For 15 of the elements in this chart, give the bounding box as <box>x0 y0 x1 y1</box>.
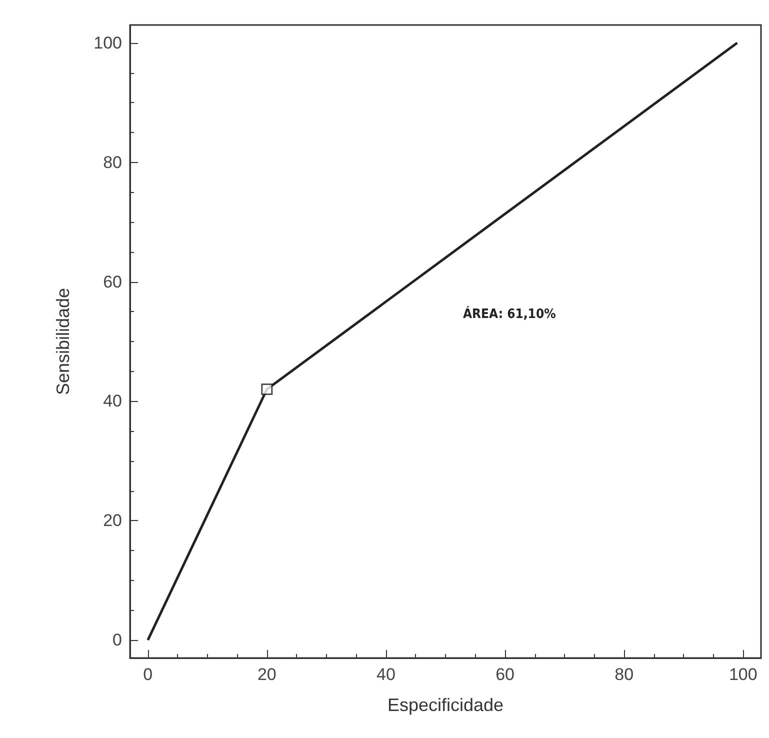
y-tick-label: 40 <box>103 392 122 411</box>
annotation: ÁREA: 61,10% <box>463 305 556 322</box>
x-tick-label: 0 <box>143 665 153 684</box>
x-tick-label: 100 <box>728 665 758 684</box>
y-tick-label: 100 <box>94 33 122 52</box>
x-tick-label: 80 <box>614 665 634 684</box>
x-tick-label: 40 <box>376 665 396 684</box>
y-axis-title: Sensibilidade <box>53 288 73 396</box>
y-tick-label: 60 <box>103 272 122 292</box>
y-tick-label: 20 <box>103 511 122 530</box>
y-tick-label: 80 <box>103 152 122 172</box>
x-tick-label: 60 <box>496 665 514 684</box>
x-axis-title: Especificidade <box>387 695 504 715</box>
y-tick-label: 0 <box>112 630 122 650</box>
x-tick-label: 20 <box>257 665 276 684</box>
